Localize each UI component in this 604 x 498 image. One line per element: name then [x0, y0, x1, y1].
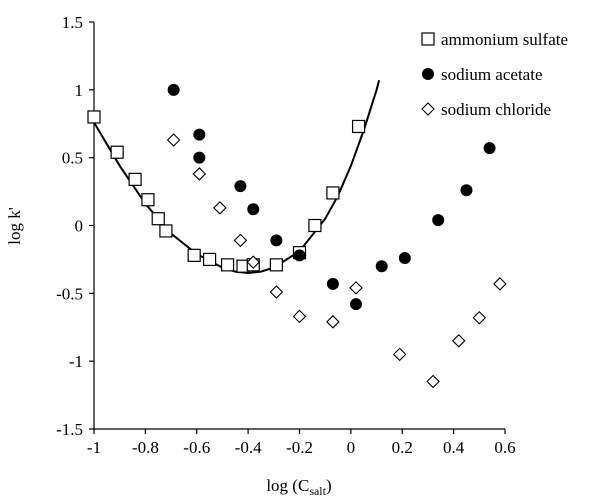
x-tick-label: 0.2 [392, 438, 413, 457]
y-tick-label: -1.5 [56, 420, 83, 439]
sodium-acetate-point [483, 142, 496, 155]
legend-sodium-chloride-marker [421, 102, 435, 116]
y-axis-title: log k' [5, 207, 24, 245]
sodium-acetate-point [247, 203, 260, 216]
series-ammonium-sulfate [87, 110, 366, 273]
legend-ammonium-sulfate-marker [421, 32, 435, 46]
y-tick-label: -0.5 [56, 284, 83, 303]
x-tick-label: -0.4 [235, 438, 262, 457]
y-ticks: -1.5 -1 -0.5 0 0.5 1 1.5 [56, 13, 94, 439]
sodium-acetate-point [193, 151, 206, 164]
sodium-acetate-point [398, 252, 411, 265]
sodium-chloride-point [493, 277, 507, 291]
sodium-acetate-point [375, 260, 388, 273]
sodium-chloride-point [213, 201, 227, 215]
ammonium-sulfate-point [141, 193, 155, 207]
x-tick-label: -0.6 [183, 438, 210, 457]
ammonium-sulfate-point [110, 145, 124, 159]
sodium-acetate-point [193, 128, 206, 141]
series-sodium-acetate [167, 83, 496, 311]
y-tick-label: -1 [69, 352, 83, 371]
sodium-chloride-point [292, 309, 307, 324]
sodium-chloride-point [192, 167, 207, 181]
sodium-chloride-point [269, 285, 284, 299]
x-tick-label: -0.2 [286, 438, 313, 457]
x-tick-label: -0.8 [132, 438, 159, 457]
y-tick-label: 1.5 [62, 13, 83, 32]
sodium-chloride-point [326, 315, 340, 329]
ammonium-sulfate-point [159, 224, 173, 238]
ammonium-sulfate-point [128, 172, 142, 186]
legend-ammonium-sulfate-label: ammonium sulfate [441, 30, 568, 49]
ammonium-sulfate-point [269, 258, 283, 272]
sodium-acetate-point [350, 298, 363, 311]
ammonium-sulfate-point [202, 252, 217, 267]
sodium-chloride-point [349, 281, 363, 295]
legend-sodium-chloride-label: sodium chloride [441, 100, 551, 119]
ammonium-sulfate-point [87, 110, 101, 124]
sodium-acetate-point [432, 214, 445, 227]
sodium-acetate-point [270, 234, 283, 247]
legend-sodium-acetate-label: sodium acetate [441, 65, 543, 84]
ammonium-sulfate-point [151, 212, 165, 226]
sodium-chloride-point [426, 374, 440, 389]
sodium-chloride-point [166, 133, 181, 147]
y-tick-label: 1 [75, 81, 84, 100]
sodium-acetate-point [234, 180, 247, 193]
x-tick-label: 0.4 [443, 438, 465, 457]
sodium-chloride-point [392, 347, 407, 362]
y-tick-label: 0.5 [62, 149, 83, 168]
x-ticks: -1 -0.8 -0.6 -0.4 -0.2 0 0.2 0.4 0.6 [87, 429, 516, 457]
y-tick-label: 0 [75, 217, 84, 236]
x-axis-title: log (Csalt) [266, 476, 331, 498]
ammonium-sulfate-point [220, 258, 235, 272]
legend-sodium-acetate-marker [422, 68, 434, 80]
ammonium-sulfate-point [187, 248, 201, 262]
data-points [87, 83, 507, 389]
x-axis-title-main: log (C [266, 476, 309, 495]
sodium-chloride-point [472, 310, 487, 325]
x-tick-label: 0 [347, 438, 356, 457]
sodium-chloride-point [233, 233, 248, 248]
sodium-chloride-point [451, 334, 466, 348]
ammonium-sulfate-point [326, 186, 340, 200]
x-axis-title-subscript: salt [309, 484, 326, 498]
ammonium-sulfate-point [351, 119, 366, 134]
sodium-acetate-point [460, 184, 473, 197]
sodium-acetate-point [293, 249, 306, 262]
sodium-chloride-point [246, 255, 261, 269]
legend: ammonium sulfate sodium acetate sodium chl… [421, 30, 568, 119]
series-sodium-chloride [166, 133, 507, 389]
sodium-acetate-point [326, 277, 339, 290]
ammonium-sulfate-point [308, 218, 322, 233]
x-axis-title-close: ) [326, 476, 332, 495]
sodium-acetate-point [167, 83, 180, 96]
x-tick-label: -1 [87, 438, 101, 457]
x-tick-label: 0.6 [494, 438, 515, 457]
